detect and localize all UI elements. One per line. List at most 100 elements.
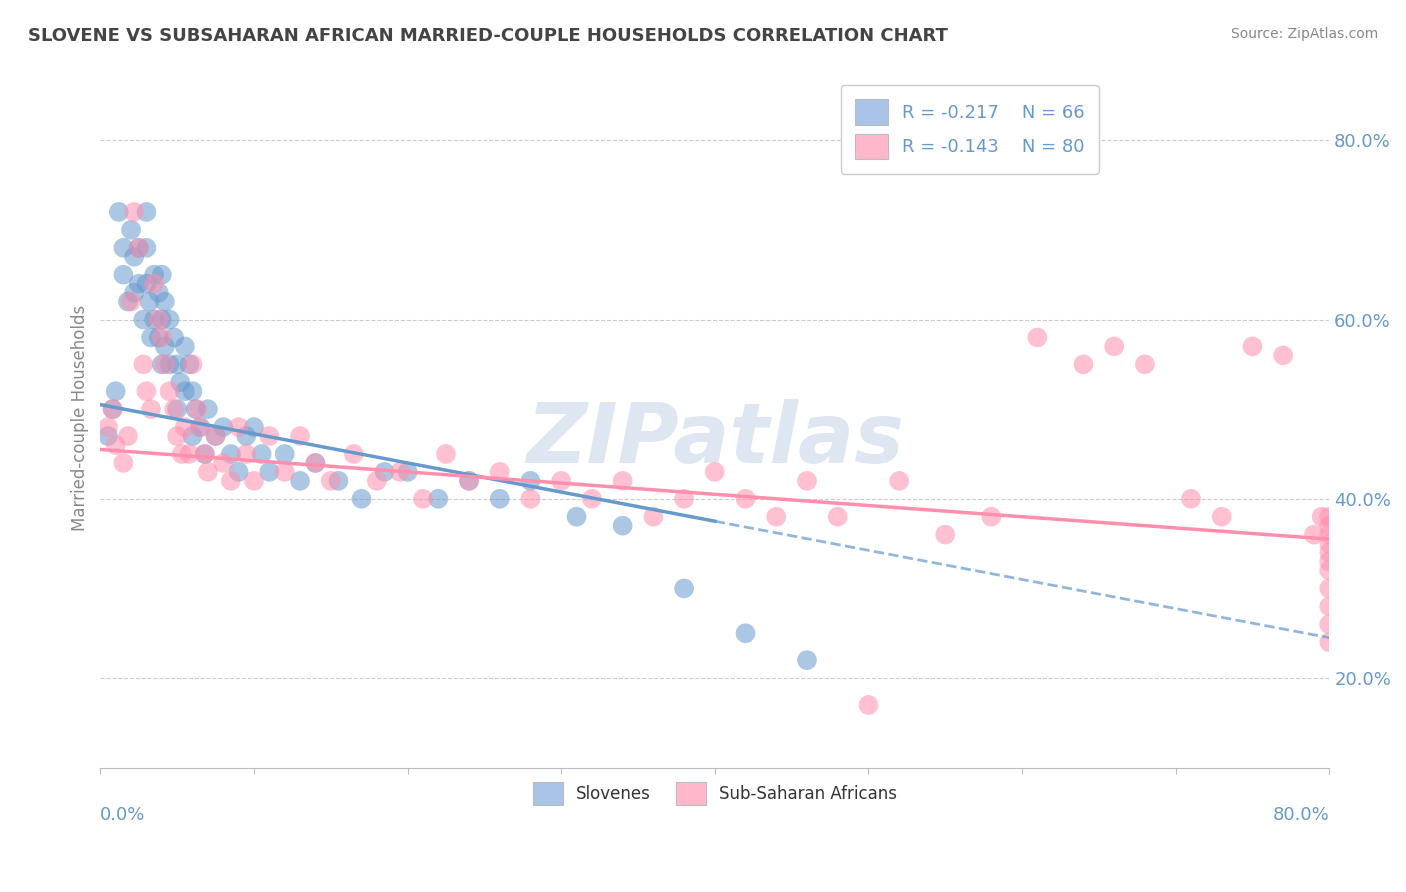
Point [612, 474, 634, 488]
Point [153, 357, 176, 371]
Point [1073, 357, 1095, 371]
Point [104, 384, 127, 399]
Point [148, 312, 170, 326]
Point [373, 465, 395, 479]
Point [235, 429, 257, 443]
Point [1241, 339, 1264, 353]
Point [163, 330, 186, 344]
Point [1310, 509, 1333, 524]
Point [228, 420, 250, 434]
Point [122, 205, 145, 219]
Point [304, 456, 326, 470]
Point [243, 420, 266, 434]
Point [235, 447, 257, 461]
Text: 80.0%: 80.0% [1272, 806, 1329, 824]
Point [122, 250, 145, 264]
Point [703, 465, 725, 479]
Point [366, 474, 388, 488]
Point [135, 384, 157, 399]
Point [153, 294, 176, 309]
Point [1211, 509, 1233, 524]
Point [1317, 545, 1340, 559]
Point [163, 402, 186, 417]
Point [135, 277, 157, 291]
Point [219, 474, 242, 488]
Point [186, 402, 208, 417]
Point [143, 268, 166, 282]
Point [1102, 339, 1125, 353]
Point [139, 330, 162, 344]
Point [1302, 527, 1324, 541]
Point [120, 294, 142, 309]
Point [173, 420, 195, 434]
Point [228, 465, 250, 479]
Point [194, 447, 217, 461]
Point [243, 474, 266, 488]
Point [112, 456, 135, 470]
Point [1026, 330, 1049, 344]
Point [173, 384, 195, 399]
Point [150, 312, 173, 326]
Point [612, 518, 634, 533]
Point [143, 312, 166, 326]
Point [179, 447, 201, 461]
Point [796, 474, 818, 488]
Point [1133, 357, 1156, 371]
Point [173, 339, 195, 353]
Point [427, 491, 450, 506]
Point [104, 438, 127, 452]
Point [148, 330, 170, 344]
Point [273, 447, 295, 461]
Point [1317, 527, 1340, 541]
Point [350, 491, 373, 506]
Point [219, 447, 242, 461]
Point [1180, 491, 1202, 506]
Point [1317, 582, 1340, 596]
Point [135, 205, 157, 219]
Point [434, 447, 457, 461]
Point [143, 277, 166, 291]
Point [150, 357, 173, 371]
Point [259, 429, 281, 443]
Point [212, 420, 235, 434]
Point [1317, 617, 1340, 632]
Legend: Slovenes, Sub-Saharan Africans: Slovenes, Sub-Saharan Africans [526, 775, 904, 812]
Point [101, 402, 124, 417]
Point [122, 285, 145, 300]
Point [250, 447, 273, 461]
Point [581, 491, 603, 506]
Point [179, 357, 201, 371]
Point [1317, 518, 1340, 533]
Point [128, 241, 150, 255]
Point [148, 285, 170, 300]
Point [159, 384, 181, 399]
Point [138, 294, 160, 309]
Point [132, 312, 155, 326]
Point [488, 491, 510, 506]
Point [1317, 599, 1340, 614]
Point [188, 420, 211, 434]
Point [259, 465, 281, 479]
Point [166, 402, 188, 417]
Point [101, 402, 124, 417]
Point [135, 241, 157, 255]
Point [204, 429, 226, 443]
Point [150, 330, 173, 344]
Point [120, 223, 142, 237]
Point [827, 509, 849, 524]
Point [519, 474, 541, 488]
Point [488, 465, 510, 479]
Point [304, 456, 326, 470]
Point [288, 474, 311, 488]
Point [673, 491, 696, 506]
Point [273, 465, 295, 479]
Point [97, 420, 120, 434]
Point [288, 429, 311, 443]
Point [1317, 555, 1340, 569]
Text: ZIPatlas: ZIPatlas [526, 399, 904, 480]
Point [796, 653, 818, 667]
Point [458, 474, 481, 488]
Y-axis label: Married-couple Households: Married-couple Households [72, 305, 89, 532]
Point [117, 294, 139, 309]
Point [132, 357, 155, 371]
